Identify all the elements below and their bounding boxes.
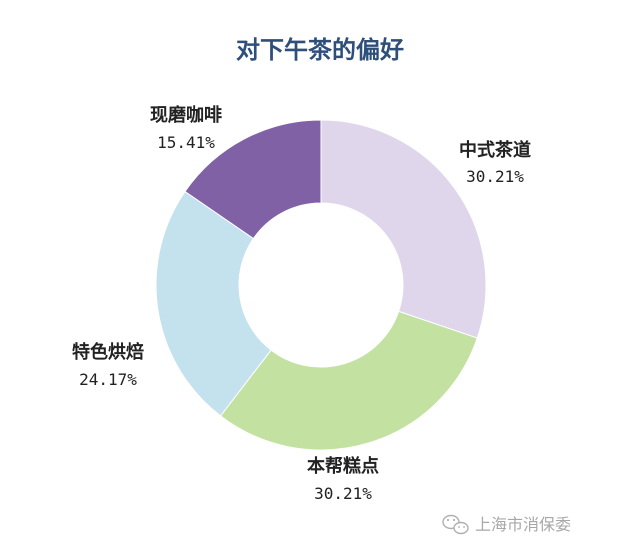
donut-slices <box>155 119 487 451</box>
watermark: 上海市消保委 <box>442 514 571 535</box>
slice-value-xianmo: 15.41% <box>157 133 215 152</box>
slice-label-tese: 特色烘焙 <box>72 341 144 363</box>
slice-value-tese: 24.17% <box>79 370 137 389</box>
chart-title: 对下午茶的偏好 <box>236 36 404 64</box>
slice-label-xianmo: 现磨咖啡 <box>150 104 222 126</box>
slice-tese <box>155 190 272 417</box>
slice-xianmo <box>184 119 322 240</box>
slice-benbang <box>219 310 478 451</box>
slice-zhongshi <box>320 119 487 339</box>
slice-value-zhongshi: 30.21% <box>466 167 524 186</box>
slice-label-zhongshi: 中式茶道 <box>459 139 531 161</box>
wechat-icon <box>442 514 469 535</box>
slice-value-benbang: 30.21% <box>314 484 372 503</box>
watermark-text: 上海市消保委 <box>475 515 571 534</box>
slice-label-benbang: 本帮糕点 <box>307 455 379 477</box>
slice-labels: 中式茶道 30.21% 本帮糕点 30.21% 特色烘焙 24.17% 现磨咖啡 15.41% <box>72 104 531 503</box>
